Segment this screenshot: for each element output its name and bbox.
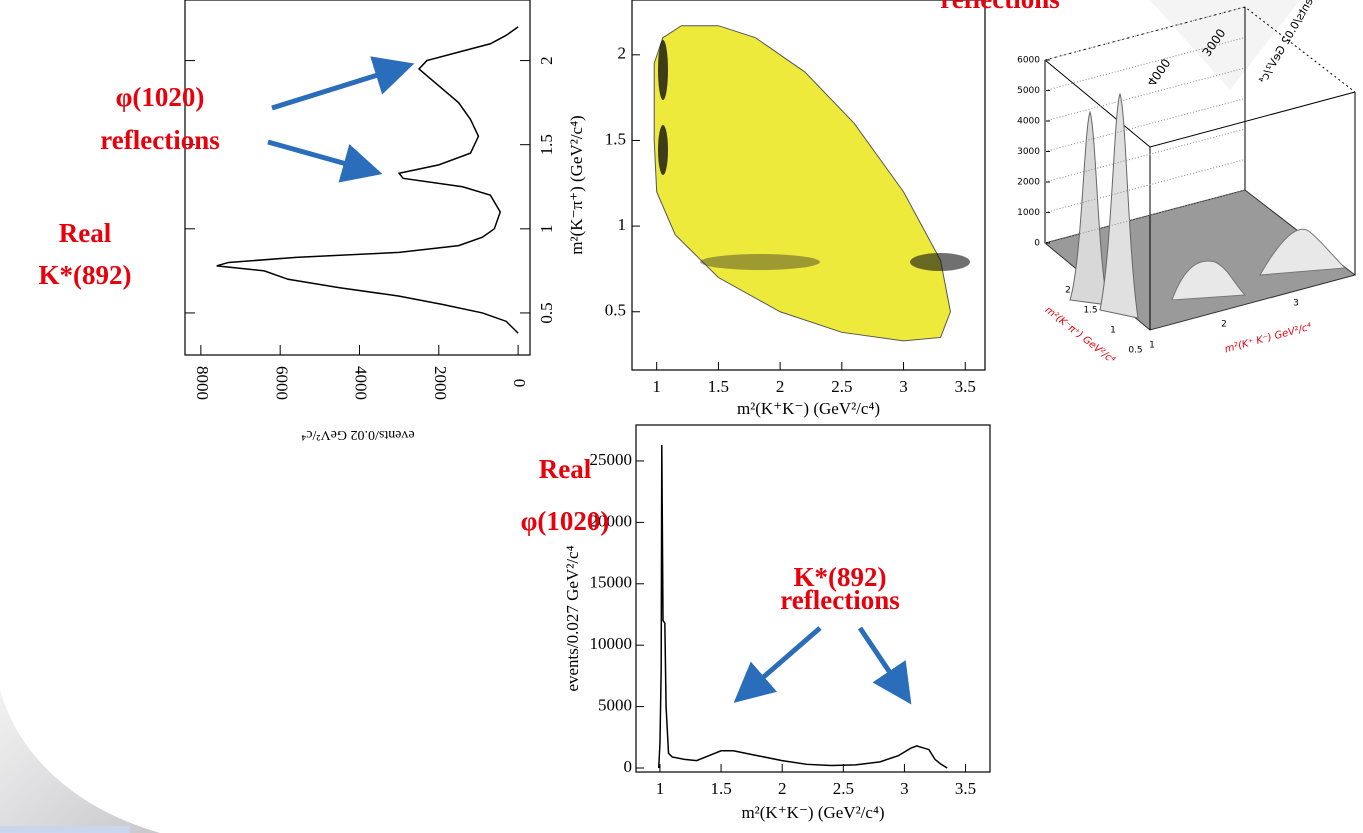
x-tick-label: 1.5 [710, 779, 731, 798]
peak [1099, 92, 1139, 319]
plot-frame [184, 0, 531, 356]
y-axis-label: m²(K⁻π⁺) (GeV²/c⁴) [567, 115, 586, 254]
x-tick-label: 1 [656, 779, 665, 798]
z-tick-label: 1000 [1017, 208, 1040, 218]
y-tick-label: 1.5 [1083, 306, 1097, 316]
z-tick-label: 3000 [1017, 147, 1040, 157]
grid-line [1044, 98, 1246, 152]
annotation: K*(892) [39, 260, 132, 290]
y-tick-label: 15000 [590, 573, 633, 592]
x-tick-label: 4000 [352, 366, 371, 400]
box-edge [1044, 6, 1356, 93]
y-tick-label: 2 [537, 56, 556, 65]
histogram-line [216, 26, 519, 334]
x-tick-label: 2000 [431, 366, 450, 400]
decor-strip [0, 826, 130, 833]
arrows [267, 56, 912, 705]
y-tick-label: 0 [624, 757, 633, 776]
density-bands [658, 40, 970, 271]
y-tick-label: 2 [618, 44, 627, 63]
x-tick-label: 1 [652, 377, 661, 396]
y-tick-label: 2 [1065, 286, 1071, 296]
x-tick-label: 3 [900, 779, 909, 798]
peak [1069, 110, 1109, 306]
x-tick-label: 2.5 [833, 779, 854, 798]
y-tick-label: 0.5 [537, 302, 556, 323]
x-tick-label: 2.5 [831, 377, 852, 396]
y-tick-label: 20000 [590, 511, 633, 530]
mirror-tick-label: 4000 [1144, 56, 1173, 89]
annotation: reflections [100, 125, 219, 155]
y-tick-label: 1 [537, 225, 556, 234]
decor-swoosh [0, 690, 160, 833]
z-tick-label: 6000 [1017, 56, 1040, 66]
annotation: Real [539, 454, 592, 484]
y-tick-label: 1.5 [537, 134, 556, 155]
x-tick-label: 6000 [272, 366, 291, 400]
density-band [658, 40, 668, 100]
x-tick-label: 8000 [193, 366, 212, 400]
x-tick-label: 2 [778, 779, 787, 798]
x-tick-label: 3.5 [955, 377, 976, 396]
y-tick-label: 1.5 [605, 129, 626, 148]
hump [1171, 260, 1247, 301]
density-band [658, 125, 668, 175]
grid-line [1044, 67, 1246, 122]
grid-line [1044, 128, 1246, 183]
x-tick-label: 3.5 [955, 779, 976, 798]
box-edge [1044, 59, 1356, 148]
surface-plot: 0 1000 2000 3000 4000 5000 6000 0.5 1 1.5 2 1 2 3 m²(K… [1017, 0, 1357, 366]
hump [1259, 228, 1347, 276]
dalitz-region [653, 25, 951, 342]
y-tick-label: 0.5 [1128, 346, 1142, 356]
x-tick-label: 2 [1221, 320, 1227, 330]
histogram-line [657, 445, 948, 769]
density-band [700, 254, 820, 270]
annotation: reflections [780, 585, 899, 615]
x-tick-label: 1.5 [708, 377, 729, 396]
y-tick-label: 0.5 [605, 301, 626, 320]
y-axis-label: events/0.027 GeV²/c⁴ [563, 545, 582, 691]
y-tick-label: 5000 [598, 695, 632, 714]
x-tick-label: 3 [1293, 299, 1299, 309]
y-tick-label: 1 [618, 215, 627, 234]
x-tick-label: 3 [899, 377, 908, 396]
annotation: K*(892) [794, 562, 887, 592]
x-axis-label: m²(K⁺K⁻) (GeV²/c⁴) [741, 803, 884, 822]
z-tick-label: 4000 [1017, 117, 1040, 127]
annotation: φ(1020) [116, 82, 205, 112]
z-tick-label: 2000 [1017, 178, 1040, 188]
annotation: φ(1020) [521, 506, 610, 536]
axis-label: events/0.02 GeV²/c⁴ [301, 427, 414, 442]
annotation: reflections [940, 0, 1059, 14]
x-axis-label: m²(K⁺K⁻) (GeV²/c⁴) [737, 399, 880, 418]
x-tick-label: 1 [1149, 341, 1155, 351]
z-tick-label: 0 [1034, 239, 1040, 249]
z-tick-label: 5000 [1017, 86, 1040, 96]
y-tick-label: 10000 [590, 634, 633, 653]
density-band [910, 253, 970, 271]
y-axis-label: m²(K⁻π⁺) GeV²/c⁴ [1043, 304, 1118, 366]
annotation: Real [59, 218, 112, 248]
plot-frame [635, 424, 991, 773]
x-tick-label: 0 [510, 379, 529, 388]
y-tick-label: 1 [1110, 326, 1116, 336]
x-tick-label: 2 [776, 377, 785, 396]
y-tick-label: 25000 [590, 450, 633, 469]
x-axis-label: m²(K⁺ K⁻) GeV²/c⁴ [1223, 321, 1312, 356]
